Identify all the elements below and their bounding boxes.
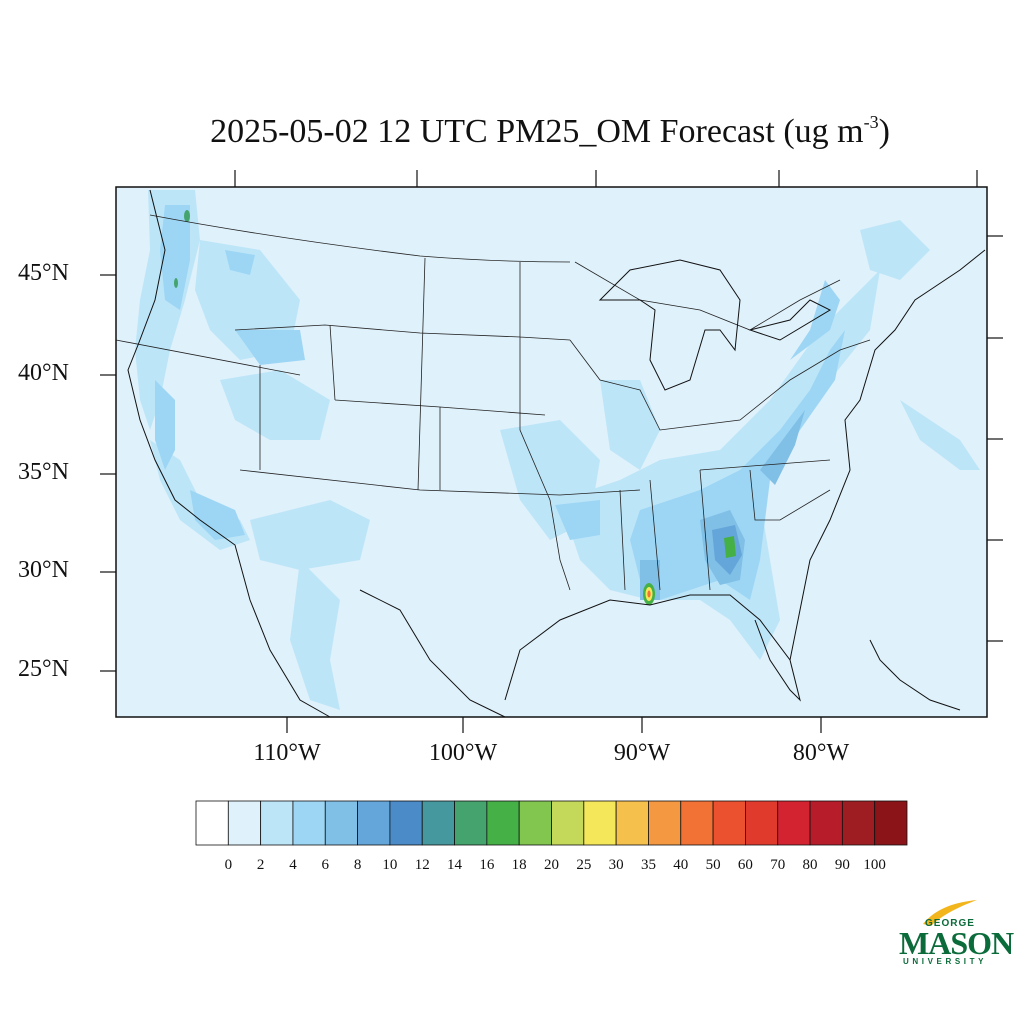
colorbar-tick-label: 6 (321, 857, 330, 873)
colorbar-tick-label: 2 (256, 857, 265, 873)
colorbar-swatch (874, 800, 908, 846)
colorbar-swatch (841, 800, 876, 846)
colorbar-swatch (551, 800, 585, 846)
colorbar-swatch (195, 800, 229, 846)
colorbar-swatch (260, 800, 294, 846)
lat-label-30n: 30°N (18, 557, 69, 583)
concentration-field (135, 190, 980, 710)
state-boundaries (115, 214, 871, 591)
colorbar-tick-label: 50 (705, 857, 721, 873)
colorbar-swatch (486, 800, 520, 846)
colorbar-swatch (389, 800, 423, 846)
lat-label-45n: 45°N (18, 260, 69, 286)
colorbar-tick-labels: 0 2 4 6 8 10 12 14 16 18 20 25 30 35 40 50 60 70 80 90 100 (0, 857, 1024, 877)
lat-label-40n: 40°N (18, 360, 69, 386)
logo-mason: MASON (899, 925, 1014, 961)
colorbar-swatch (292, 800, 326, 846)
colorbar-tick-label: 16 (479, 857, 495, 873)
colorbar-tick-label: 14 (447, 857, 463, 873)
colorbar-swatch (227, 800, 262, 846)
lat-label-35n: 35°N (18, 459, 69, 485)
colorbar-tick-label: 8 (353, 857, 362, 873)
colorbar-tick-label: 4 (289, 857, 297, 873)
colorbar-swatch (615, 800, 649, 846)
colorbar-tick-label: 40 (673, 857, 689, 873)
colorbar-tick-label: 90 (834, 857, 850, 873)
colorbar-swatch (745, 800, 779, 846)
colorbar-tick-label: 0 (224, 857, 233, 873)
colorbar-swatch (324, 800, 358, 846)
colorbar-tick-label: 70 (770, 857, 786, 873)
hotspot-louisiana (643, 583, 655, 605)
map-frame (115, 186, 988, 718)
logo-university: UNIVERSITY (903, 957, 988, 966)
colorbar-swatch (454, 800, 488, 846)
colorbar-tick-label: 80 (802, 857, 818, 873)
lon-label-80w: 80°W (792, 740, 850, 766)
logo-swoosh-icon (923, 900, 977, 926)
colorbar-swatch (518, 800, 552, 846)
colorbar-tick-label: 10 (382, 857, 398, 873)
colorbar-swatch (357, 800, 391, 846)
colorbar-swatch (777, 800, 811, 846)
colorbar-swatch (680, 800, 714, 846)
colorbar-tick-label: 30 (608, 857, 624, 873)
george-mason-logo: GEORGE MASON UNIVERSITY (895, 898, 1014, 970)
colorbar-tick-label: 35 (640, 857, 656, 873)
colorbar-tick-label: 12 (414, 857, 430, 873)
colorbar-swatch (648, 800, 682, 846)
lon-label-90w: 90°W (613, 740, 671, 766)
colorbar-tick-label: 100 (863, 857, 886, 873)
colorbar-swatch (421, 800, 455, 846)
colorbar-swatch (583, 800, 617, 846)
colorbar-tick-label: 60 (737, 857, 753, 873)
coastline (127, 189, 986, 718)
colorbar-tick-label: 25 (576, 857, 592, 873)
lon-label-110w: 110°W (253, 740, 321, 766)
colorbar-swatch (809, 800, 843, 846)
logo-george: GEORGE (925, 918, 975, 929)
lat-label-25n: 25°N (18, 656, 69, 682)
lon-label-100w: 100°W (428, 740, 498, 766)
colorbar-tick-label: 20 (544, 857, 559, 873)
colorbar-tick-label: 18 (511, 857, 527, 873)
map-title: 2025-05-02 12 UTC PM25_OM Forecast (ug m… (210, 112, 890, 150)
axis-ticks (100, 170, 1003, 733)
colorbar-swatch (712, 800, 746, 846)
colorbar (195, 800, 908, 846)
